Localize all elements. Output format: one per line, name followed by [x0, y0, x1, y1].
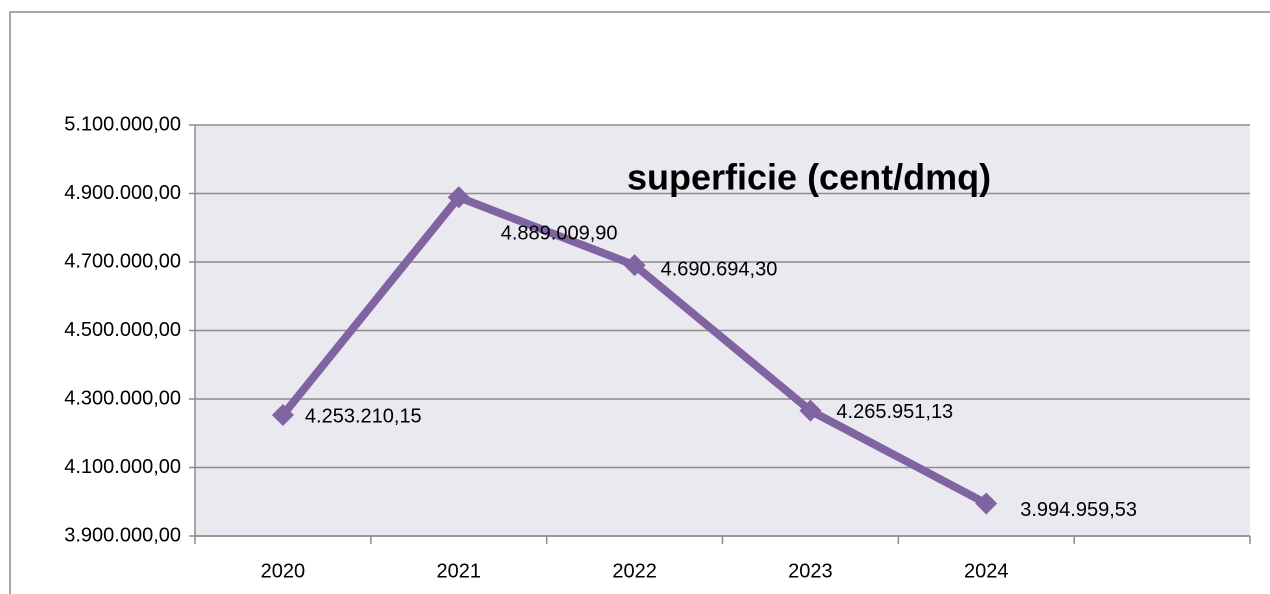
x-tick-label: 2023 — [788, 560, 833, 582]
point-marker — [975, 492, 998, 515]
chart-title: superficie (cent/dmq) — [627, 157, 991, 198]
point-marker — [799, 399, 822, 422]
y-tick-label: 3.900.000,00 — [64, 524, 181, 546]
x-tick-label: 2022 — [612, 560, 657, 582]
point-marker — [447, 186, 470, 209]
point-marker — [623, 254, 646, 277]
y-tick-label: 4.500.000,00 — [64, 319, 181, 341]
x-tick-label: 2020 — [261, 560, 306, 582]
data-label: 4.265.951,13 — [836, 401, 953, 423]
point-marker — [271, 404, 294, 427]
x-tick-label: 2021 — [437, 560, 482, 582]
data-label: 4.690.694,30 — [661, 258, 778, 280]
y-tick-label: 4.300.000,00 — [64, 387, 181, 409]
y-tick-label: 4.900.000,00 — [64, 182, 181, 204]
x-tick-label: 2024 — [964, 560, 1009, 582]
y-tick-label: 5.100.000,00 — [64, 113, 181, 135]
chart-frame — [9, 11, 1270, 594]
y-tick-label: 4.700.000,00 — [64, 250, 181, 272]
data-label: 4.253.210,15 — [305, 405, 422, 427]
data-label: 4.889.009,90 — [501, 223, 618, 245]
data-label: 3.994.959,53 — [1020, 499, 1137, 521]
y-tick-label: 4.100.000,00 — [64, 456, 181, 478]
